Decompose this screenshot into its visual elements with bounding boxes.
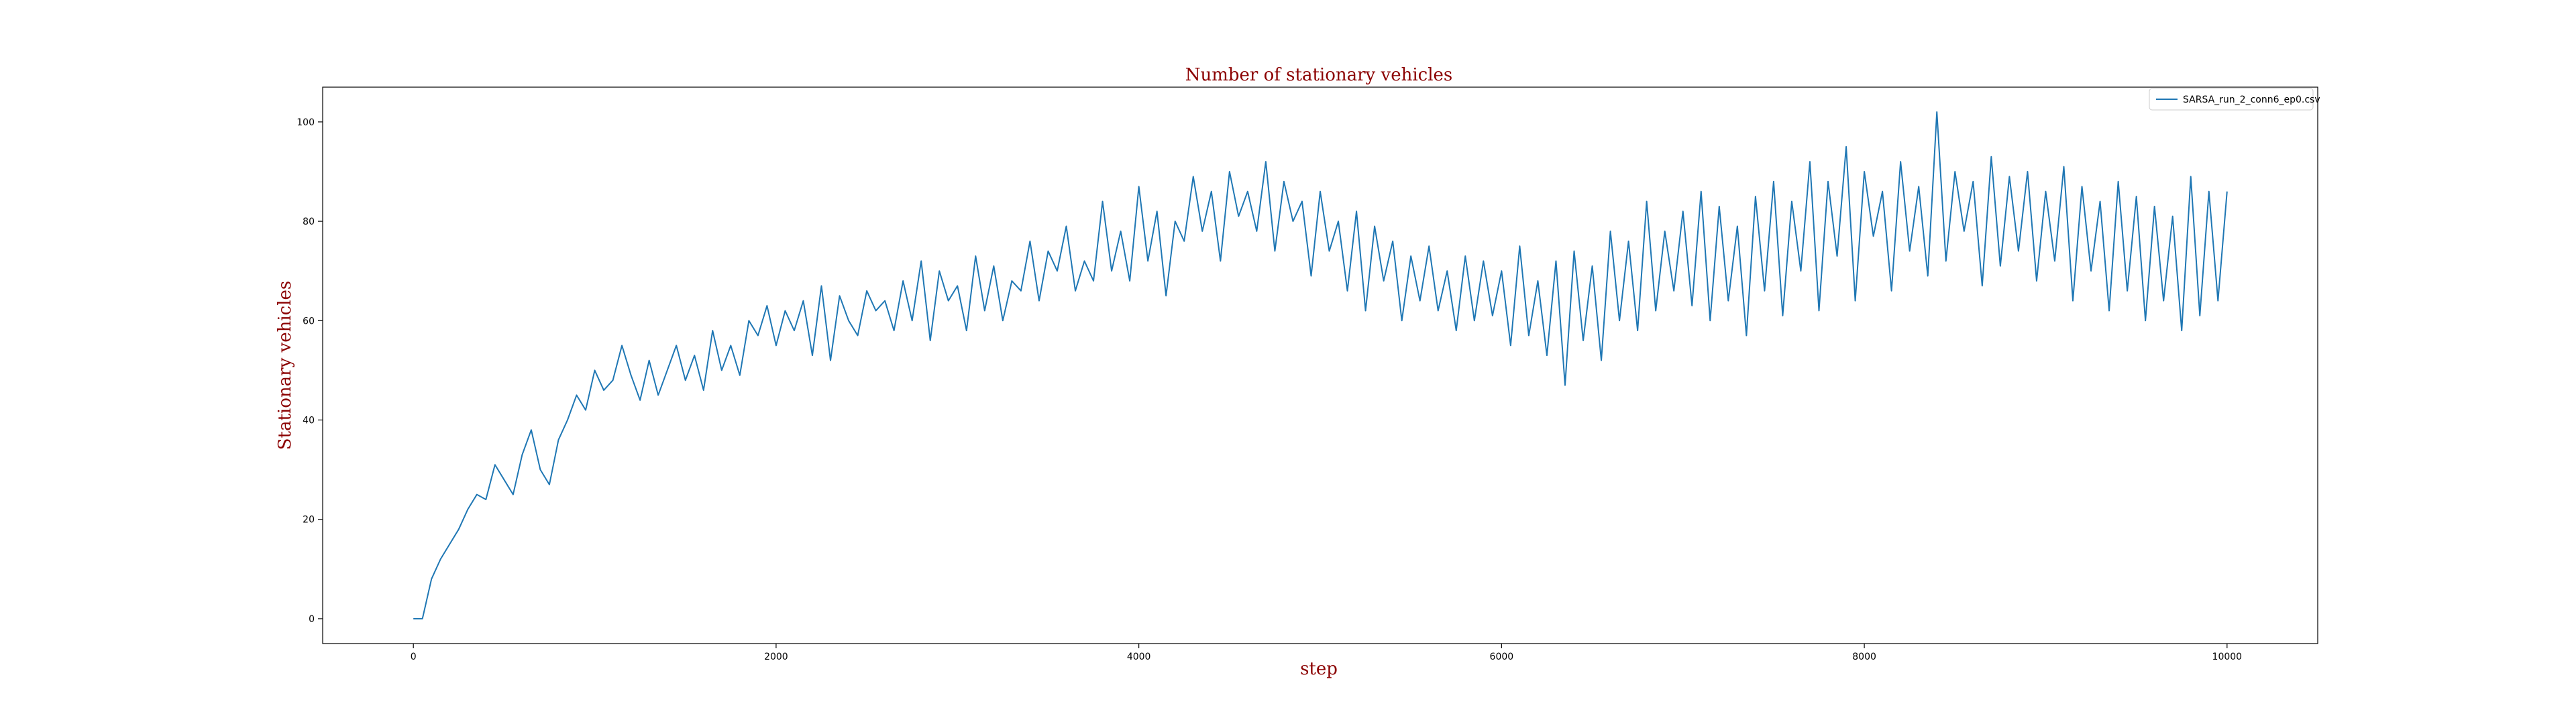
y-tick-label-60: 60 — [303, 316, 315, 326]
series-line-0 — [413, 111, 2228, 619]
plot-frame — [322, 86, 2318, 644]
chart-title: Number of stationary vehicles — [1185, 65, 1453, 85]
y-tick-label-100: 100 — [297, 117, 315, 128]
x-tick-label-10000: 10000 — [2212, 652, 2243, 662]
y-tick-label-40: 40 — [303, 416, 315, 426]
y-tick-label-20: 20 — [303, 515, 315, 526]
legend-frame — [2149, 88, 2314, 111]
x-axis-label: step — [1300, 659, 1338, 679]
y-tick-label-0: 0 — [309, 614, 315, 625]
x-tick-label-0: 0 — [411, 652, 417, 662]
y-tick-label-80: 80 — [303, 217, 315, 227]
x-tick-label-8000: 8000 — [1852, 652, 1876, 662]
x-tick-label-2000: 2000 — [764, 652, 788, 662]
plot-area: 0 2000 4000 6000 8000 10000 0 20 40 60 80 100 — [297, 86, 2318, 662]
x-tick-label-4000: 4000 — [1127, 652, 1151, 662]
legend: SARSA_run_2_conn6_ep0.csv — [2149, 88, 2320, 111]
y-axis-label: Stationary vehicles — [275, 281, 295, 450]
x-tick-label-6000: 6000 — [1490, 652, 1514, 662]
legend-label-sarsa: SARSA_run_2_conn6_ep0.csv — [2183, 95, 2320, 105]
